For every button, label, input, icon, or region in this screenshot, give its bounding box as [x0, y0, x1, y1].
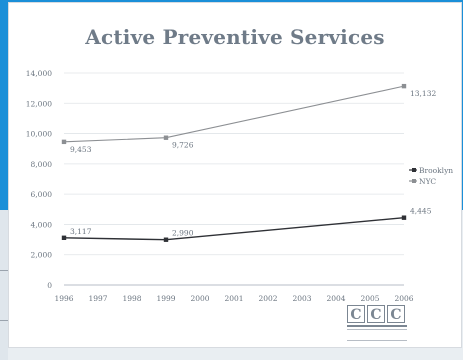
left-strip-tick: [0, 270, 8, 271]
left-strip-document: [0, 210, 8, 360]
data-label-brooklyn: 2,990: [172, 229, 194, 238]
y-tick-label: 8,000: [31, 160, 53, 169]
point-nyc: [61, 139, 67, 145]
ccc-logo: C C C: [347, 305, 409, 343]
y-tick-label: 12,000: [26, 99, 52, 108]
left-strip-tick: [0, 320, 8, 321]
x-tick-label: 1996: [54, 294, 73, 303]
legend-label: Brooklyn: [419, 166, 453, 175]
series-line-brooklyn: [63, 216, 405, 241]
line-chart: 0 2,000 4,000 6,000 8,000 10,000 12,000 14,000 1…: [26, 69, 454, 303]
x-tick-label: 1998: [122, 294, 141, 303]
data-label-nyc: 13,132: [410, 89, 436, 98]
y-tick-label: 4,000: [31, 220, 53, 229]
data-label-nyc: 9,453: [70, 145, 92, 154]
legend-marker: [412, 179, 416, 183]
logo-letter: C: [387, 305, 405, 323]
gridlines: [64, 72, 404, 256]
y-tick-label: 10,000: [26, 130, 52, 139]
x-tick-label: 1999: [156, 294, 175, 303]
x-tick-label: 1997: [88, 294, 107, 303]
logo-letter: C: [367, 305, 385, 323]
point-nyc: [163, 135, 169, 140]
point-brooklyn: [61, 235, 67, 240]
chart-title: Active Preventive Services: [85, 25, 385, 49]
x-tick-label: 2004: [326, 294, 345, 303]
left-strip: [0, 0, 8, 360]
x-tick-label: 2000: [190, 294, 209, 303]
y-tick-label: 2,000: [31, 251, 53, 260]
tick-labels: 0 2,000 4,000 6,000 8,000 10,000 12,000 14,000 1…: [26, 69, 414, 303]
series: [61, 83, 407, 242]
point-brooklyn: [163, 237, 169, 242]
x-tick-label: 2006: [394, 294, 413, 303]
x-tick-label: 2002: [258, 294, 277, 303]
point-brooklyn: [401, 215, 407, 220]
legend: Brooklyn NYC: [409, 166, 453, 186]
legend-marker: [412, 168, 416, 172]
x-tick-label: 2003: [292, 294, 311, 303]
slide: Active Preventive Services 0 2,000 4,000 6,…: [8, 2, 462, 348]
x-tick-label: 2001: [224, 294, 243, 303]
logo-rule: [347, 325, 407, 327]
data-label-brooklyn: 3,117: [70, 227, 92, 236]
logo-letter: C: [347, 305, 365, 323]
data-label-nyc: 9,726: [172, 141, 194, 150]
logo-letters: C C C: [347, 305, 405, 323]
logo-subtitle: [347, 329, 407, 341]
y-tick-label: 14,000: [26, 69, 52, 78]
y-tick-label: 6,000: [31, 190, 53, 199]
data-label-brooklyn: 4,445: [410, 207, 432, 216]
x-tick-label: 2005: [360, 294, 379, 303]
legend-label: NYC: [419, 177, 436, 186]
data-labels: 3,117 2,990 4,445 9,453 9,726 13,132: [70, 89, 436, 238]
y-tick-label: 0: [47, 281, 52, 290]
point-nyc: [401, 83, 407, 89]
